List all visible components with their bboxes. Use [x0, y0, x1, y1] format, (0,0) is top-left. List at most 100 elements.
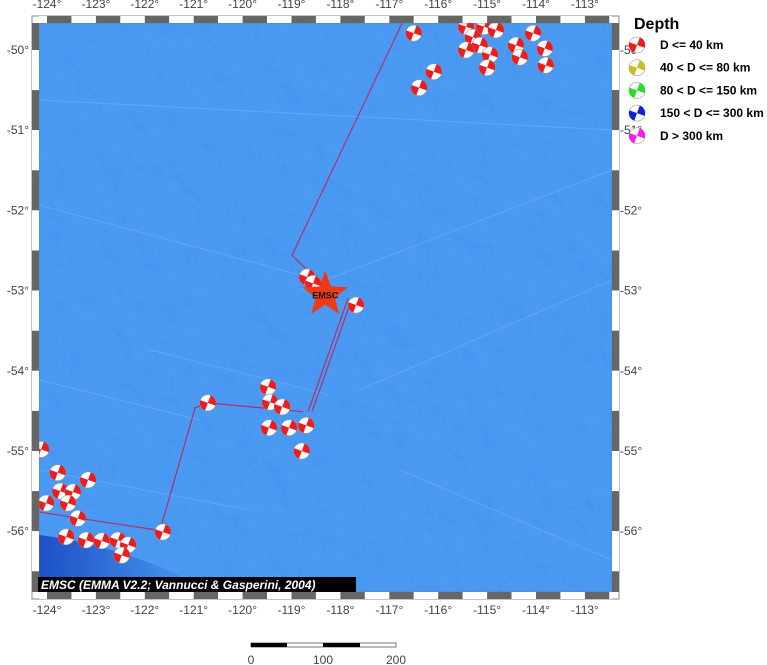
legend-label: D > 300 km	[660, 129, 723, 143]
earthquake-beachball[interactable]	[79, 471, 97, 489]
longitude-label: -116°	[424, 0, 452, 11]
epicenter-star[interactable]: EMSC	[302, 270, 349, 314]
legend-item: 150 < D <= 300 km	[628, 104, 764, 122]
latitude-label: -51°	[7, 123, 29, 137]
earthquake-beachball[interactable]	[273, 398, 291, 416]
latitude-label: -50°	[7, 43, 29, 57]
earthquake-beachball[interactable]	[51, 482, 69, 500]
earthquake-beachball[interactable]	[57, 528, 75, 546]
latitude-label: -52°	[620, 203, 642, 217]
earthquake-beachball[interactable]	[410, 79, 428, 96]
longitude-label: -118°	[326, 603, 354, 617]
map-frame	[31, 15, 620, 600]
earthquake-beachball[interactable]	[457, 41, 475, 59]
longitude-label: -115°	[473, 603, 501, 617]
earthquake-events	[33, 22, 555, 564]
axis-tick-labels: -124° -124° -123° -123° -122° -122° -121° -121°…	[7, 0, 643, 617]
scale-label-0: 0	[248, 653, 255, 665]
longitude-label: -124°	[33, 603, 62, 617]
latitude-label: -56°	[620, 524, 642, 538]
legend-item: 40 < D <= 80 km	[628, 59, 750, 76]
star-icon	[302, 270, 349, 314]
plate-boundary-line	[311, 297, 353, 412]
earthquake-beachball[interactable]	[199, 394, 217, 412]
beachball-icon[interactable]	[628, 104, 646, 122]
earthquake-beachball[interactable]	[524, 24, 542, 42]
longitude-label: -117°	[375, 0, 403, 11]
earthquake-beachball[interactable]	[293, 442, 311, 460]
latitude-label: -54°	[7, 364, 29, 378]
longitude-label: -113°	[571, 603, 599, 617]
earthquake-beachball[interactable]	[536, 40, 554, 57]
relief-shading	[39, 23, 612, 592]
earthquake-beachball[interactable]	[69, 510, 87, 527]
fracture-zones	[39, 99, 612, 561]
scale-label-200: 200	[386, 653, 406, 665]
longitude-label: -113°	[571, 0, 599, 11]
scale-label-100: 100	[313, 653, 333, 665]
longitude-label: -119°	[278, 0, 306, 11]
longitude-label: -121°	[179, 603, 208, 617]
scale-bar: 0 100 200	[248, 642, 406, 665]
latitude-label: -53°	[620, 284, 642, 298]
earthquake-beachball[interactable]	[405, 24, 423, 42]
earthquake-beachball[interactable]	[154, 523, 172, 541]
longitude-label: -115°	[473, 0, 501, 11]
longitude-label: -116°	[424, 603, 452, 617]
earthquake-beachball[interactable]	[425, 63, 443, 80]
latitude-label: -56°	[7, 524, 29, 538]
attribution-box: EMSC (EMMA V2.2; Vannucci & Gasperini, 2…	[38, 577, 356, 592]
longitude-label: -121°	[179, 0, 208, 11]
attribution-text: EMSC (EMMA V2.2; Vannucci & Gasperini, 2…	[41, 578, 316, 592]
beachball-icon[interactable]	[628, 127, 646, 145]
plate-boundary-line	[307, 297, 349, 412]
beachball-icon[interactable]	[628, 59, 646, 76]
earthquake-beachball[interactable]	[347, 296, 365, 314]
beachball-icon[interactable]	[628, 36, 646, 54]
earthquake-beachball[interactable]	[49, 464, 67, 481]
legend-item: D <= 40 km	[628, 36, 723, 54]
earthquake-beachball[interactable]	[280, 419, 298, 437]
latitude-label: -54°	[620, 364, 642, 378]
earthquake-beachball[interactable]	[259, 378, 277, 396]
legend-label: 80 < D <= 150 km	[660, 83, 757, 97]
earthquake-beachball[interactable]	[77, 531, 95, 549]
legend-label: 150 < D <= 300 km	[660, 106, 764, 120]
earthquake-beachball[interactable]	[487, 22, 505, 39]
longitude-label: -114°	[522, 603, 550, 617]
beachball-icon[interactable]	[628, 82, 646, 99]
legend-item: 80 < D <= 150 km	[628, 82, 757, 99]
longitude-label: -123°	[81, 0, 110, 11]
earthquake-beachball[interactable]	[59, 494, 77, 512]
earthquake-beachball[interactable]	[93, 532, 111, 550]
plate-boundary-line	[39, 511, 161, 531]
latitude-label: -53°	[7, 284, 29, 298]
longitude-label: -120°	[228, 603, 257, 617]
legend-item: D > 300 km	[628, 127, 723, 145]
latitude-label: -55°	[7, 444, 29, 458]
earthquake-beachball[interactable]	[260, 419, 278, 437]
longitude-label: -117°	[375, 603, 403, 617]
latitude-label: -55°	[620, 444, 642, 458]
legend-label: D <= 40 km	[660, 38, 723, 52]
earthquake-beachball[interactable]	[38, 494, 55, 512]
map-area[interactable]: EMSC	[33, 17, 612, 592]
legend-label: 40 < D <= 80 km	[660, 61, 750, 75]
earthquake-beachball[interactable]	[481, 46, 499, 64]
longitude-label: -123°	[81, 603, 110, 617]
longitude-label: -114°	[522, 0, 550, 11]
longitude-label: -119°	[278, 603, 306, 617]
earthquake-beachball[interactable]	[511, 48, 529, 66]
earthquake-beachball[interactable]	[537, 56, 555, 74]
longitude-label: -124°	[33, 0, 62, 11]
latitude-label: -52°	[7, 203, 29, 217]
earthquake-beachball[interactable]	[478, 59, 496, 76]
longitude-label: -122°	[130, 603, 159, 617]
longitude-label: -120°	[228, 0, 257, 11]
longitude-label: -118°	[326, 0, 354, 11]
earthquake-beachball[interactable]	[297, 417, 315, 434]
earthquake-beachball[interactable]	[33, 441, 50, 458]
earthquake-beachball[interactable]	[113, 546, 131, 564]
epicenter-label: EMSC	[312, 291, 339, 301]
